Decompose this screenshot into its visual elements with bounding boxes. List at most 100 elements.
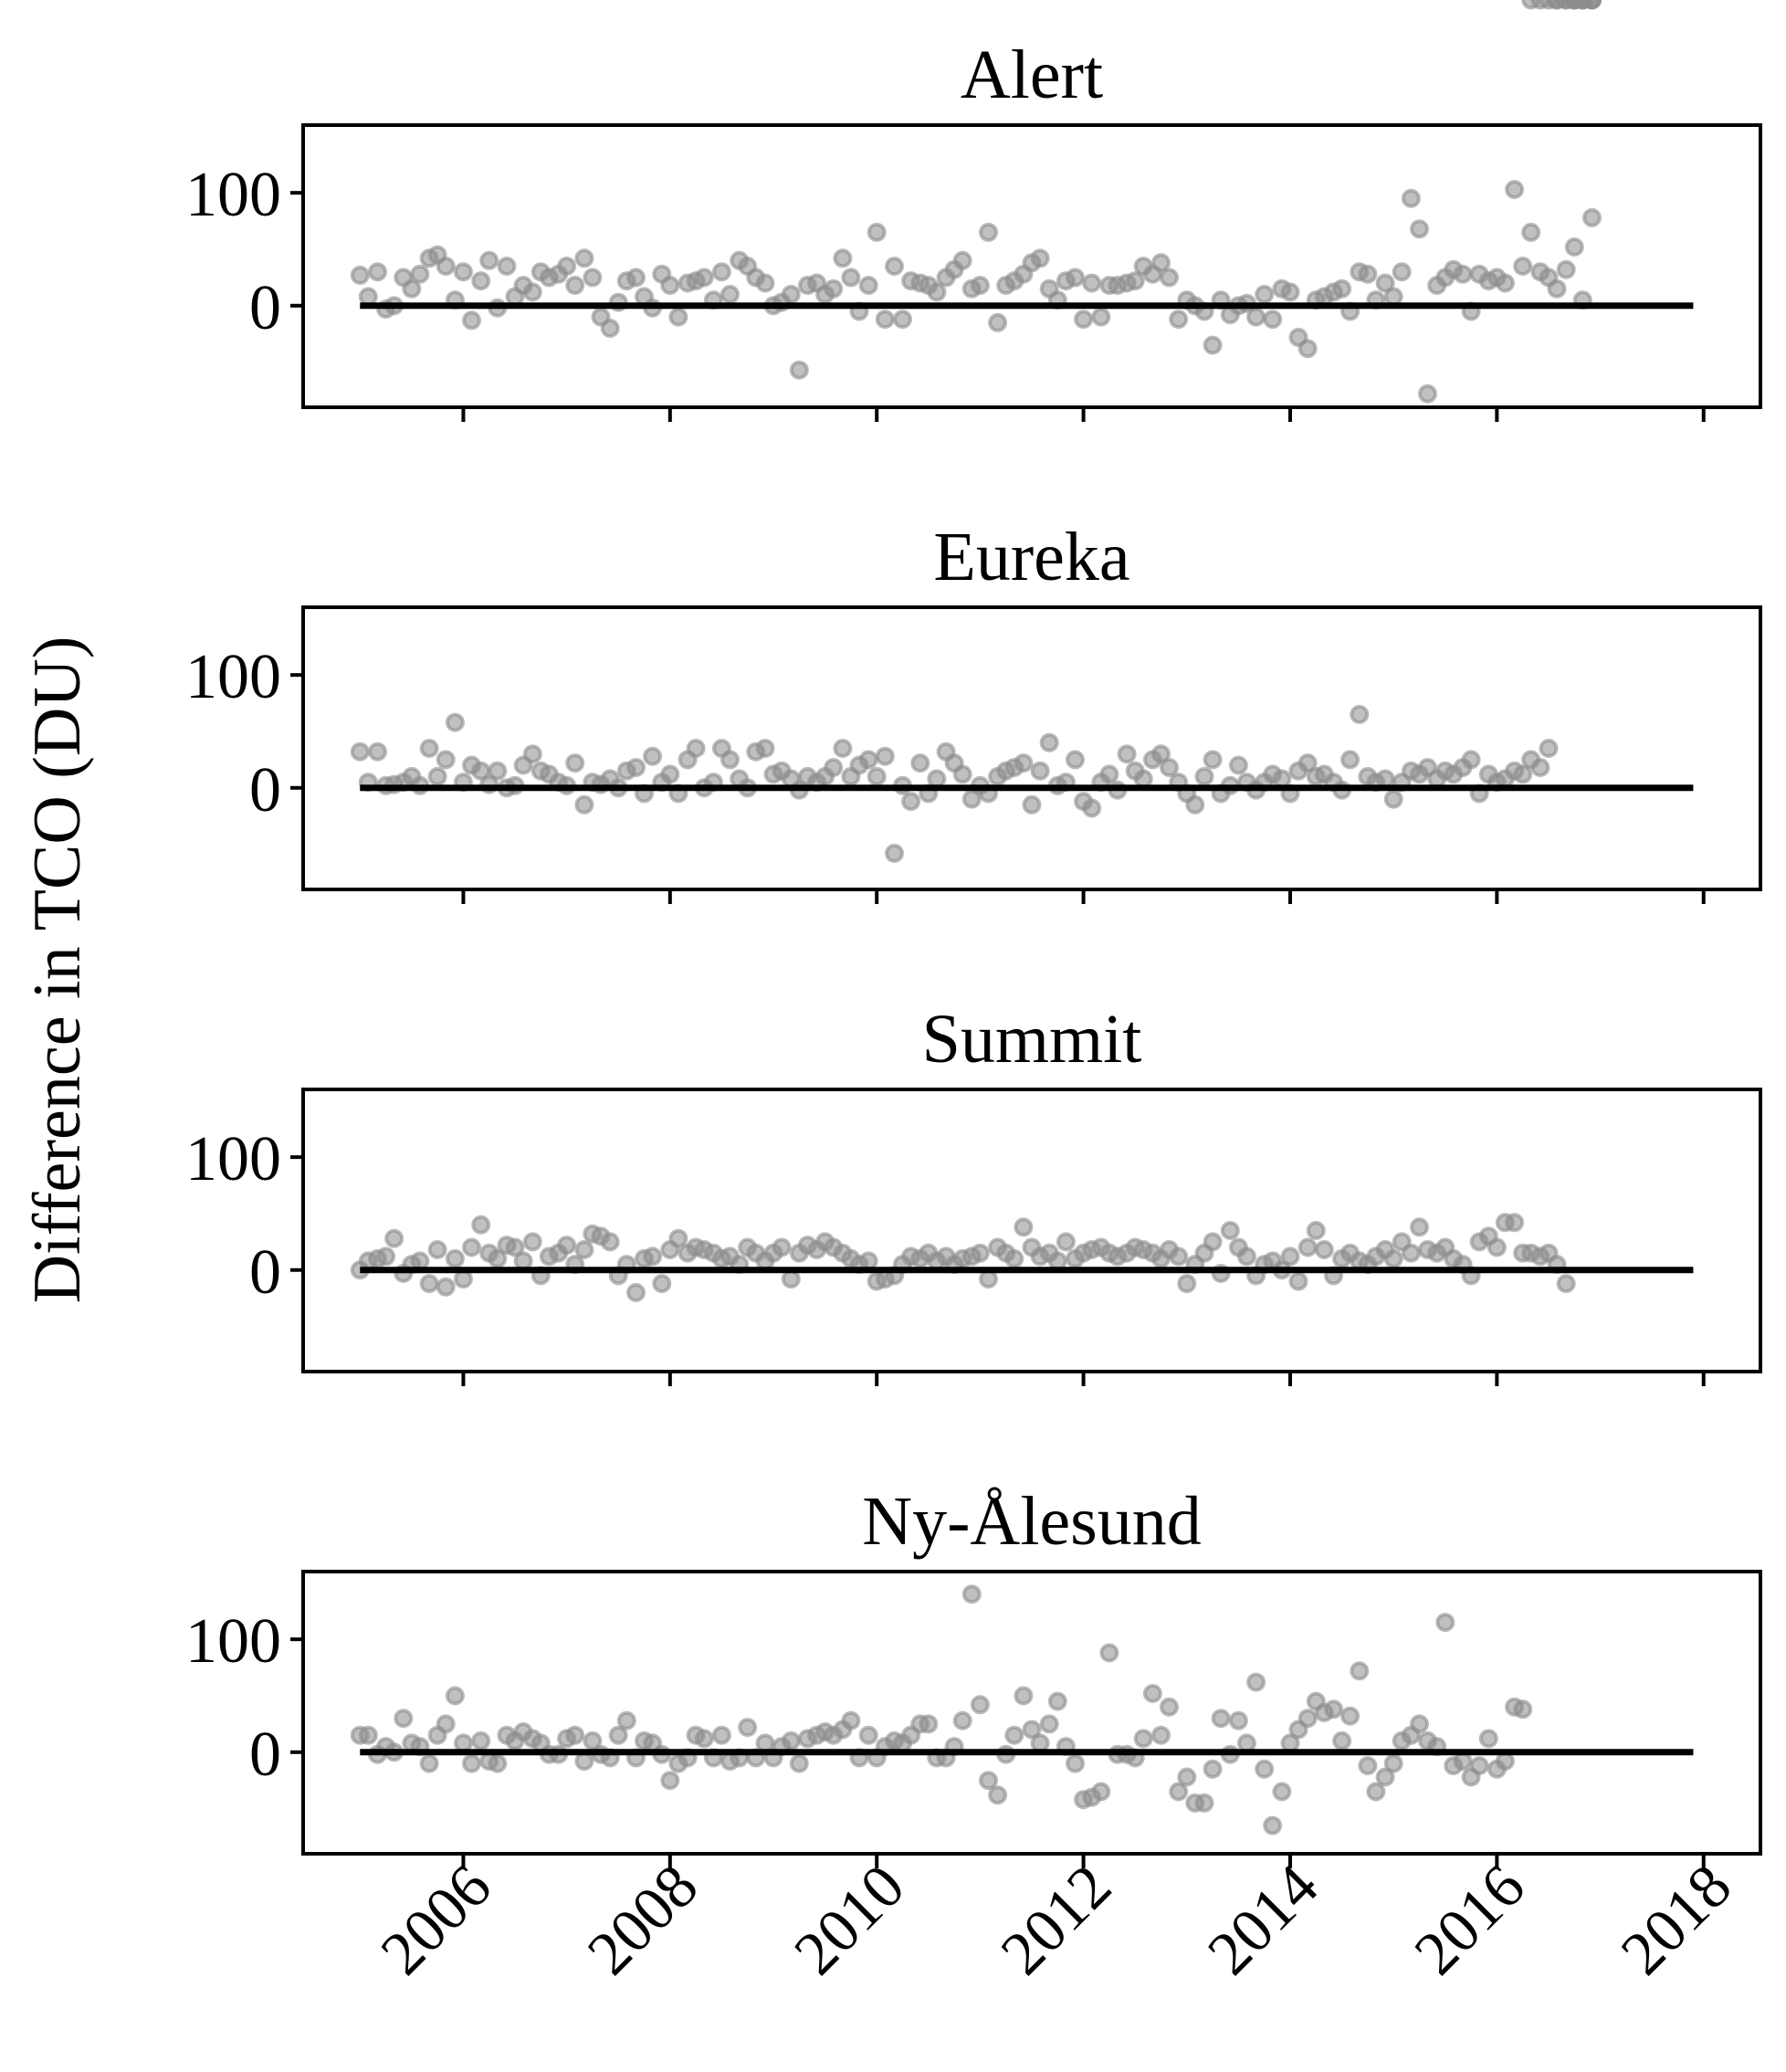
data-point [789,1753,809,1773]
data-point [1082,798,1102,818]
data-points [350,180,1602,404]
data-point [1203,750,1223,770]
data-point [970,276,990,295]
data-point [565,1725,585,1745]
data-point [781,1269,801,1289]
data-point [970,1695,990,1715]
data-point [858,276,878,295]
data-point [1401,1243,1421,1263]
data-point [970,1243,990,1263]
data-point [1047,1251,1067,1271]
data-point [1169,1246,1189,1267]
data-point [600,1232,620,1252]
data-point [824,279,844,299]
data-point [436,1277,456,1297]
data-points [350,0,1602,863]
data-point [720,284,740,304]
data-point [350,742,370,762]
data-point [1056,1232,1076,1252]
data-point [1185,794,1205,815]
data-point [1203,1759,1223,1779]
data-point [1383,789,1403,809]
data-point [927,282,947,302]
data-point [686,739,706,758]
data-point [583,1730,603,1751]
data-point [1383,287,1403,307]
x-tick-label: 2014 [1194,1851,1331,1988]
data-point [453,262,473,282]
data-point [1410,1714,1429,1734]
data-point [1039,732,1059,752]
y-tick-label: 100 [185,1606,281,1677]
data-point [522,282,542,302]
panel-2: Summit 0 100 [185,0,1762,1386]
panel-title: Eureka [933,519,1129,595]
panels: Alert 0 100 Eureka 0 100 Summit 0 100 Ny-Ålesund 0… [185,0,1762,1988]
plot-frame [301,1088,1762,1373]
y-tick-label: 0 [249,1720,281,1790]
data-point [1513,764,1533,784]
data-point [1246,307,1266,327]
data-point [1117,744,1137,764]
x-tick-label: 2012 [987,1851,1124,1988]
data-point [1461,750,1481,770]
data-point [1091,307,1111,327]
data-point [505,1237,525,1257]
data-point [453,1269,473,1289]
data-point [419,739,439,758]
data-point [1375,769,1395,789]
data-point [1125,271,1145,291]
data-point [1272,1782,1292,1802]
data-point [1039,1714,1059,1734]
data-point [858,1251,878,1271]
data-point [471,1215,491,1235]
data-point [1236,1246,1256,1267]
y-tick-label: 0 [249,755,281,826]
data-point [522,744,542,764]
data-point [1220,1221,1240,1240]
data-point [893,310,912,330]
data-point [410,1251,430,1271]
data-point [867,222,887,242]
data-point [875,310,895,330]
data-point [436,750,456,770]
x-tick-label: 2018 [1607,1851,1744,1988]
data-point [557,1236,577,1256]
data-point [711,1725,731,1745]
panel-title: Ny-Ålesund [862,1483,1202,1560]
data-point [1505,180,1525,199]
panel-0: Alert 0 100 [185,37,1762,422]
data-point [1314,1240,1334,1259]
y-tick-label: 100 [185,1124,281,1194]
data-point [720,750,740,770]
data-point [858,1725,878,1745]
data-point [1014,1686,1034,1706]
data-point [1288,1271,1308,1291]
data-point [1099,764,1119,784]
data-point [1160,268,1179,288]
data-point [1228,755,1248,775]
data-point [1014,753,1034,773]
data-point [565,276,585,295]
data-point [1099,1643,1119,1663]
x-tick-label: 2016 [1401,1851,1538,1988]
data-point [1151,1725,1171,1745]
data-point [1556,1274,1576,1294]
data-point [961,1584,982,1604]
data-point [979,1269,998,1289]
data-point [1151,253,1171,273]
data-point [1418,384,1437,404]
data-point [1547,279,1567,299]
data-point [1272,769,1292,789]
data-point [833,248,853,268]
data-point [445,1248,465,1268]
panel-title: Alert [961,37,1103,113]
data-point [1513,257,1533,276]
data-point [1246,1672,1266,1692]
data-point [781,284,801,304]
data-point [1133,1729,1153,1749]
x-tick-label: 2008 [573,1851,710,1988]
data-point [557,257,577,276]
data-point [1194,1793,1214,1813]
data-point [1280,1246,1300,1267]
